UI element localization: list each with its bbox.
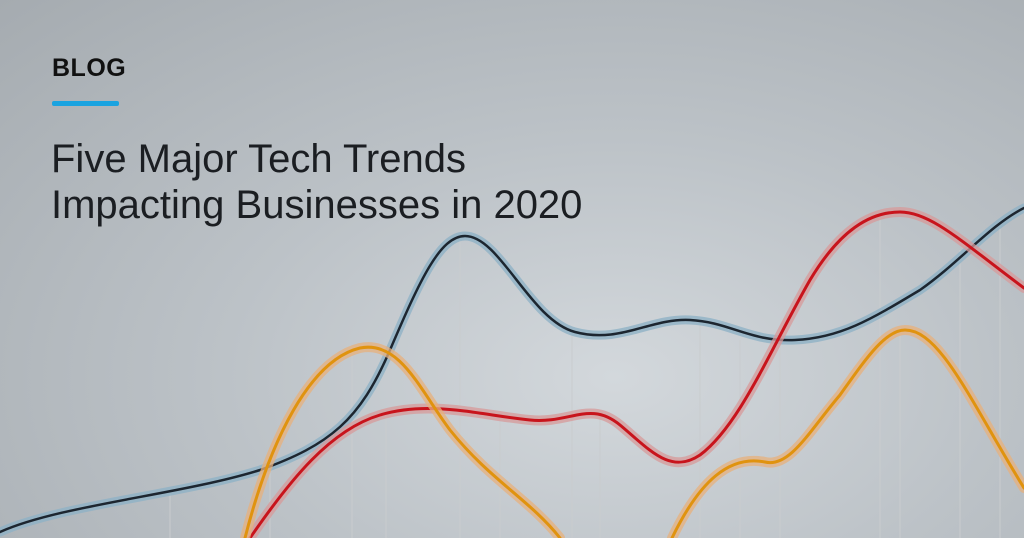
title-line-2: Impacting Businesses in 2020	[51, 183, 583, 227]
red-trend-line	[245, 206, 1024, 538]
blog-label: BLOG	[52, 54, 127, 82]
blue-trend-line	[0, 203, 1024, 537]
title-line-1: Five Major Tech Trends	[51, 137, 466, 181]
orange-trend-line-1	[240, 342, 565, 538]
accent-underline	[52, 101, 119, 106]
page-title: Five Major Tech Trends Impacting Busines…	[51, 136, 582, 228]
vertical-grid-lines	[169, 215, 1001, 538]
